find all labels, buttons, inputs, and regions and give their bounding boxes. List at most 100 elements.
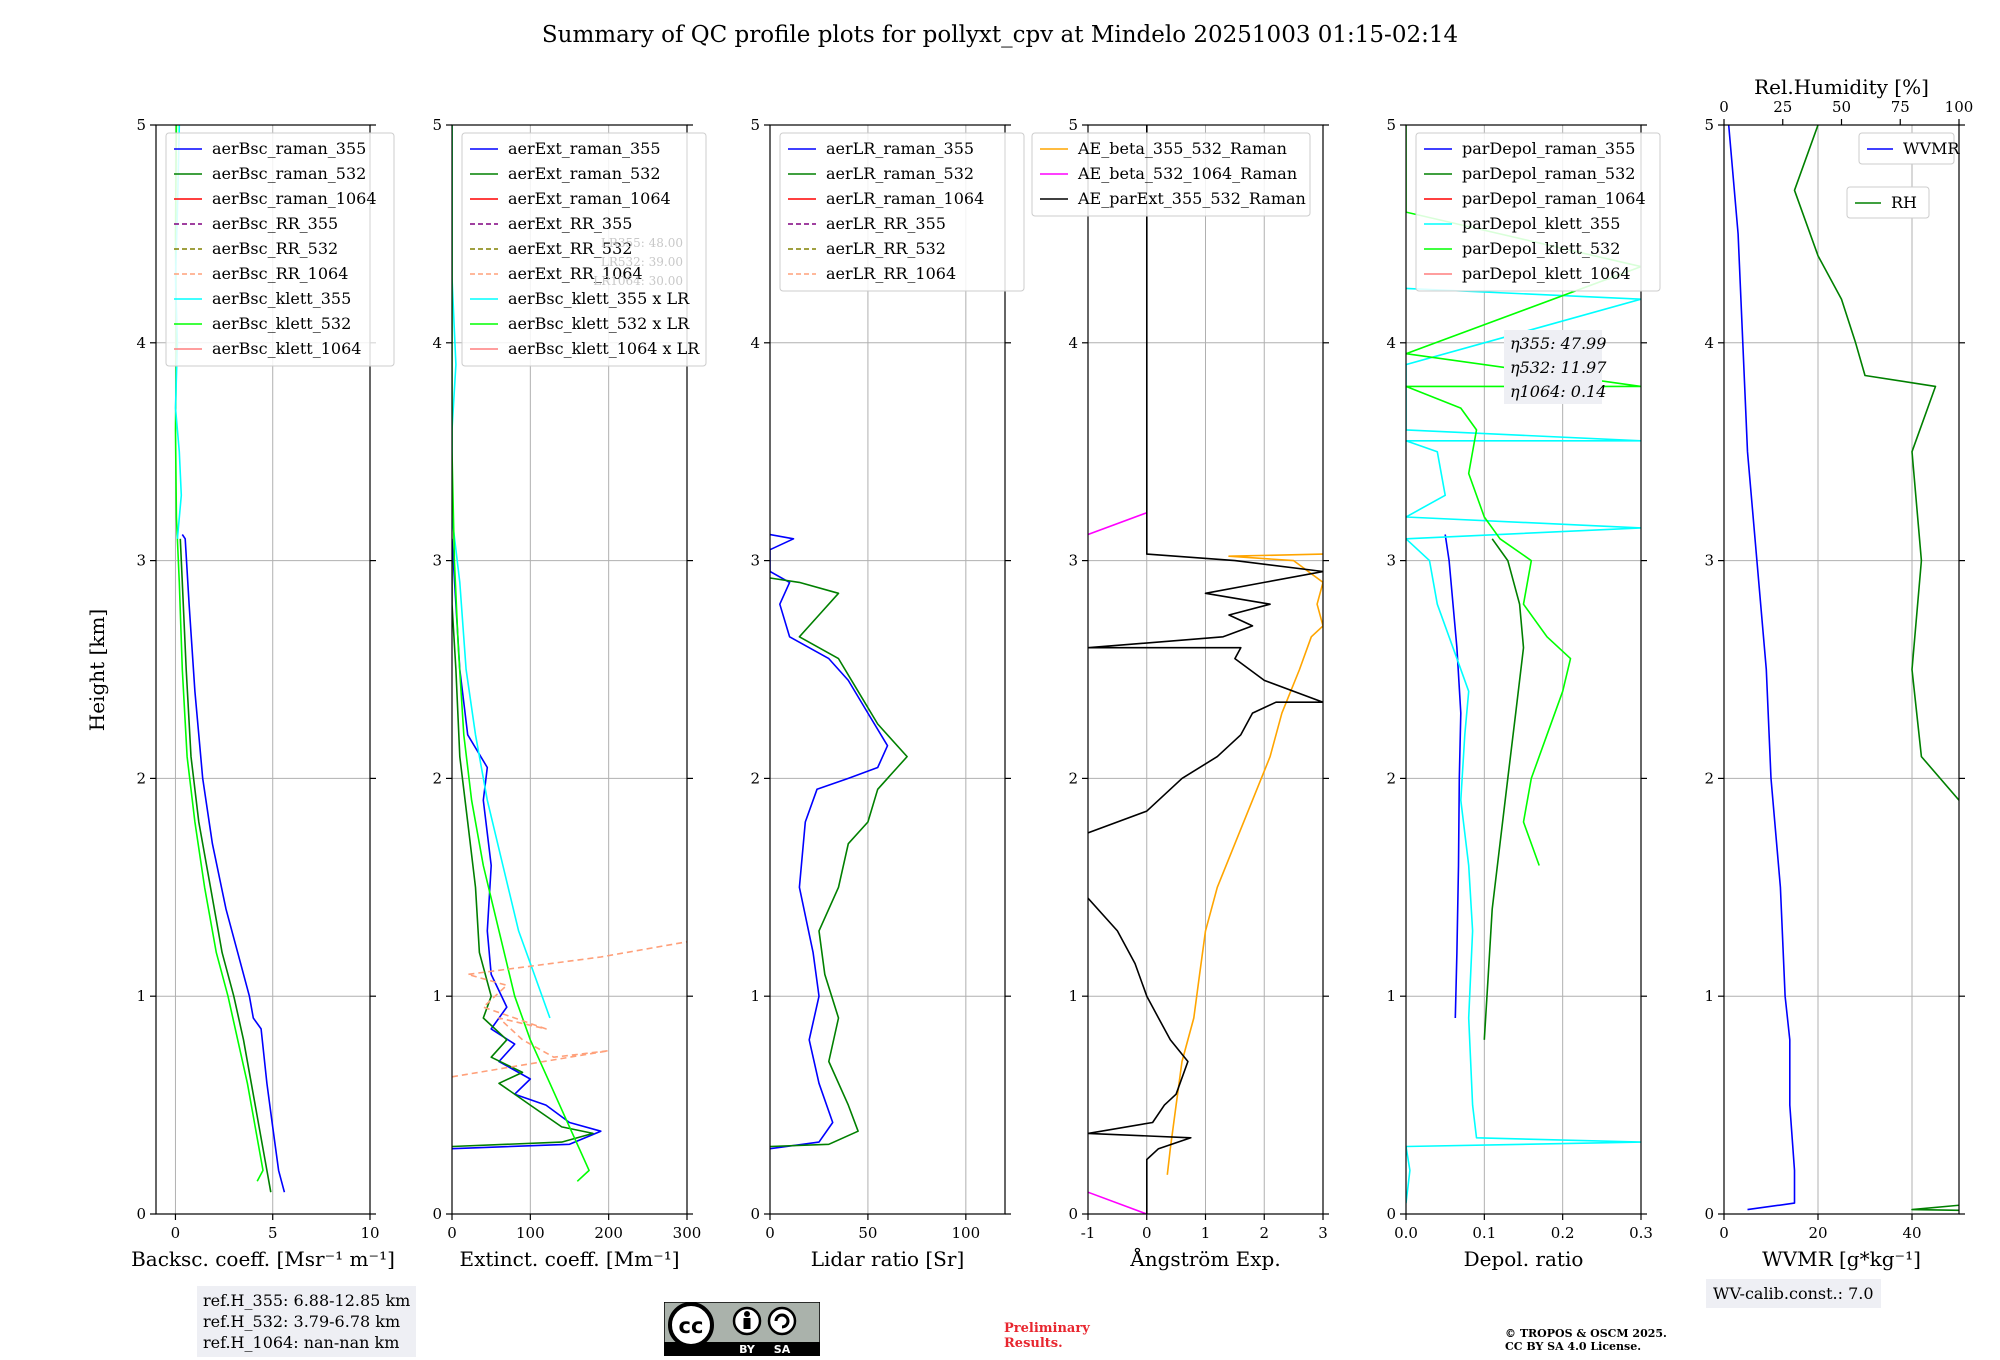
legend-label: aerLR_RR_355 (826, 214, 946, 233)
y-tick-label: 4 (1704, 334, 1714, 352)
series-line-AE_beta_355_532_Raman (1166, 553, 1323, 1175)
x2-tick-label: 0 (1719, 98, 1729, 116)
wv-calib-box: WV-calib.const.: 7.0 (1706, 1279, 1881, 1308)
legend-label: parDepol_raman_355 (1462, 139, 1635, 158)
legend-label: AE_beta_532_1064_Raman (1077, 164, 1297, 183)
sa-icon (767, 1306, 797, 1336)
lr-annotation: LR532: 39.00 (601, 255, 683, 269)
y-tick-label: 1 (136, 987, 146, 1005)
series-line-parDepol_klett_355 (1406, 287, 1641, 1204)
y-tick-label: 2 (136, 769, 146, 787)
series-line-aerBsc_raman_355 (181, 534, 286, 1193)
figure-title: Summary of QC profile plots for pollyxt_… (541, 22, 1459, 48)
series-line-aerBsc_klett_355 x LR (452, 125, 551, 1019)
y-tick-label: 2 (750, 769, 760, 787)
legend-label: aerLR_raman_355 (826, 139, 974, 158)
y-tick-label: 0 (1704, 1205, 1714, 1223)
svg-text:cc: cc (679, 1314, 704, 1338)
x-tick-label: 0 (1142, 1224, 1152, 1242)
y-tick-label: 1 (432, 987, 442, 1005)
y-tick-label: 1 (1704, 987, 1714, 1005)
panel-2: 0 100 200 300 0 1 2 3 4 5 Extinct. coeff. [Mm⁻¹] ae… (432, 116, 707, 1271)
legend-label: aerExt_RR_355 (508, 214, 632, 233)
legend-label: aerBsc_klett_1064 x LR (508, 339, 700, 358)
y-tick-label: 5 (1386, 116, 1396, 134)
y-tick-label: 3 (432, 552, 442, 570)
panel-3: 0 50 100 0 1 2 3 4 5 Lidar ratio [Sr] aerLR_raman_… (750, 116, 1025, 1271)
lr-annotation: LR355: 48.00 (601, 236, 683, 250)
x-tick-label: 5 (268, 1224, 278, 1242)
x-tick-label: -1 (1081, 1224, 1096, 1242)
copyright-line-1: © TROPOS & OSCM 2025. (1505, 1327, 1667, 1340)
y-tick-label: 3 (1068, 552, 1078, 570)
x-tick-label: 0 (1719, 1224, 1729, 1242)
panel-5: 0.0 0.1 0.2 0.3 0 1 2 3 4 5 Depol. ratio parDepol_r… (1386, 116, 1661, 1271)
by-label: BY (739, 1343, 756, 1356)
series-line-aerExt_raman_355 (452, 538, 602, 1150)
legend-frame (461, 132, 707, 367)
legend-label: AE_beta_355_532_Raman (1077, 139, 1287, 158)
eta-label: η532: 11.97 (1510, 358, 1607, 377)
legend-frame (1415, 132, 1661, 292)
legend-label: parDepol_klett_532 (1462, 239, 1620, 258)
axes-frame (769, 124, 1006, 1215)
x2-tick-label: 50 (1832, 98, 1851, 116)
legend-label: aerBsc_klett_355 (212, 289, 351, 308)
series-line-aerLR_raman_532 (770, 577, 908, 1148)
preliminary-line-1: Preliminary (1004, 1321, 1090, 1336)
legend-label: parDepol_klett_355 (1462, 214, 1620, 233)
legend-label: aerLR_RR_532 (826, 239, 946, 258)
legend-label: aerExt_RR_532 (508, 239, 632, 258)
series-line-parDepol_raman_355 (1444, 534, 1462, 1019)
legend-frame (1846, 186, 1930, 219)
copyright-line-2: CC BY SA 4.0 License. (1505, 1340, 1642, 1353)
y-tick-label: 0 (136, 1205, 146, 1223)
legend-label: AE_parExt_355_532_Raman (1077, 189, 1306, 208)
legend-box: aerExt_raman_355 aerExt_raman_532 aerExt_r… (461, 132, 707, 367)
cc-license-badge: cc BY SA (664, 1302, 820, 1356)
y-tick-label: 0 (1386, 1205, 1396, 1223)
legend-label: WVMR (1903, 139, 1960, 158)
x-axis-label: Backsc. coeff. [Msr⁻¹ m⁻¹] (131, 1247, 395, 1271)
series-line-aerExt_raman_532 (452, 560, 594, 1148)
x-tick-label: 3 (1318, 1224, 1328, 1242)
lr-annotation: LR1064: 30.00 (593, 274, 683, 288)
x-axis-label: WVMR [g*kg⁻¹] (1762, 1247, 1921, 1271)
x-tick-label: 2 (1259, 1224, 1269, 1242)
y-tick-label: 0 (432, 1205, 442, 1223)
eta-annotation: η355: 47.99 η532: 11.97 η1064: 0.14 (1504, 330, 1607, 404)
ref-height-532: ref.H_532: 3.79-6.78 km (203, 1312, 401, 1331)
legend-frame (1858, 132, 1955, 165)
x-tick-label: 0 (171, 1224, 181, 1242)
legend-label: aerBsc_RR_1064 (212, 264, 348, 283)
legend-label: aerExt_RR_1064 (508, 264, 643, 283)
preliminary-line-2: Results. (1004, 1336, 1063, 1351)
y-tick-label: 2 (1704, 769, 1714, 787)
y-tick-label: 1 (1386, 987, 1396, 1005)
legend-box: parDepol_raman_355 parDepol_raman_532 parD… (1415, 132, 1661, 292)
y-tick-label: 4 (432, 334, 442, 352)
legend-box: aerLR_raman_355 aerLR_raman_532 aerLR_rama… (779, 132, 1025, 292)
x-axis-label: Depol. ratio (1464, 1247, 1584, 1271)
legend-label: aerLR_raman_1064 (826, 189, 984, 208)
series-line-aerBsc_raman_532 (179, 538, 272, 1193)
series-group (1727, 125, 1959, 1212)
copyright-note: © TROPOS & OSCM 2025. CC BY SA 4.0 Licen… (1505, 1327, 1667, 1353)
x-tick-label: 0.1 (1472, 1224, 1496, 1242)
legend-frame (779, 132, 1025, 292)
x-tick-label: 300 (673, 1224, 702, 1242)
legend-label: aerBsc_RR_532 (212, 239, 338, 258)
x-axis-label: Extinct. coeff. [Mm⁻¹] (459, 1247, 679, 1271)
series-line-RH (1793, 125, 1959, 1212)
panel-6: 0 20 40 0 1 2 3 4 5 WVMR [g*kg⁻¹] 0 25 50 75 100 Rel.Hu… (1704, 75, 1973, 1271)
panel-1: 0 5 10 0 1 2 3 4 5 Backsc. coeff. [Msr⁻¹ m⁻¹] aerB… (131, 116, 395, 1271)
legend-label: aerBsc_klett_1064 (212, 339, 361, 358)
y-tick-label: 3 (1704, 552, 1714, 570)
sa-label: SA (774, 1343, 791, 1356)
legend-label: aerBsc_RR_355 (212, 214, 338, 233)
series-line-aerExt_RR_1064 (452, 941, 687, 1078)
series-line-aerBsc_klett_532 x LR (452, 125, 590, 1182)
legend-label: aerLR_raman_532 (826, 164, 974, 183)
